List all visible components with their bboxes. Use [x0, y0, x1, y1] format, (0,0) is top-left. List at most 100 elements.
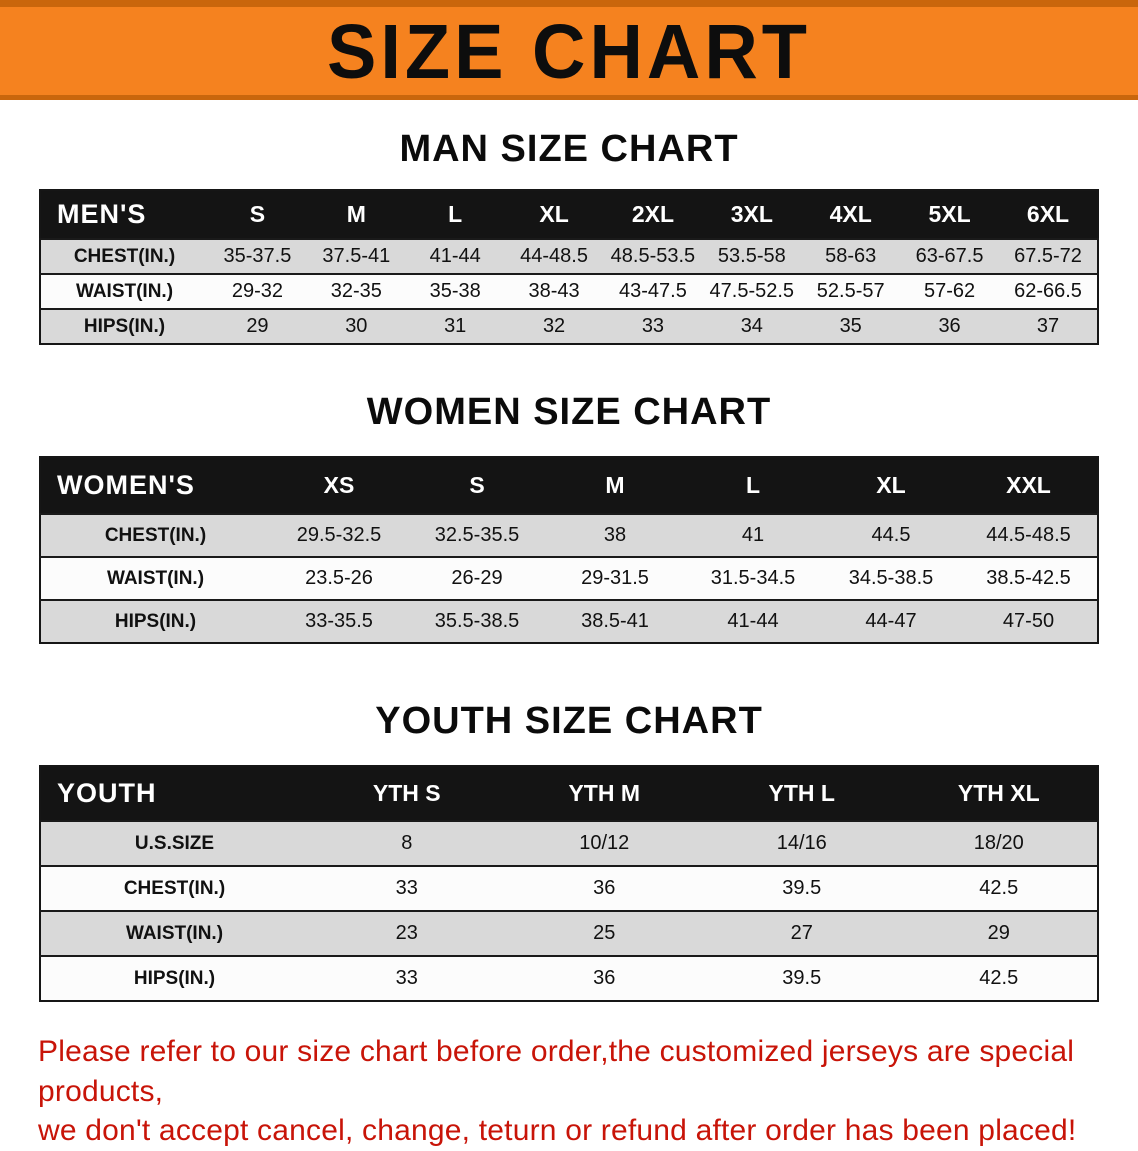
value-cell: 62-66.5 — [999, 273, 1098, 309]
size-header-cell: YTH L — [703, 766, 901, 821]
value-cell: 39.5 — [703, 865, 901, 911]
table-row: CHEST(IN.) 33 36 39.5 42.5 — [40, 865, 1098, 911]
value-cell: 38 — [546, 513, 684, 557]
value-cell: 33 — [308, 955, 506, 1001]
row-label-cell: WAIST(IN.) — [40, 910, 308, 956]
value-cell: 44-48.5 — [504, 238, 604, 274]
value-cell: 58-63 — [801, 238, 901, 274]
footer-note: Please refer to our size chart before or… — [38, 1032, 1118, 1151]
value-cell: 36 — [900, 308, 999, 344]
value-cell: 67.5-72 — [999, 238, 1098, 274]
row-label-cell: CHEST(IN.) — [40, 865, 308, 911]
size-header-cell: XS — [270, 457, 408, 514]
value-cell: 37.5-41 — [306, 238, 406, 274]
value-cell: 35-38 — [405, 273, 505, 309]
value-cell: 26-29 — [408, 556, 546, 600]
value-cell: 42.5 — [900, 955, 1098, 1001]
value-cell: 33 — [308, 865, 506, 911]
value-cell: 52.5-57 — [801, 273, 901, 309]
value-cell: 41-44 — [684, 599, 822, 643]
women-section-heading: WOMEN SIZE CHART — [366, 391, 772, 433]
table-title-cell: WOMEN'S — [40, 457, 270, 514]
row-label-cell: CHEST(IN.) — [40, 513, 270, 557]
value-cell: 18/20 — [900, 820, 1098, 866]
value-cell: 29-31.5 — [546, 556, 684, 600]
size-header-cell: 6XL — [999, 190, 1098, 239]
table-row: HIPS(IN.) 29 30 31 32 33 34 35 36 37 — [40, 308, 1098, 344]
size-header-cell: S — [408, 457, 546, 514]
value-cell: 27 — [703, 910, 901, 956]
row-label-cell: HIPS(IN.) — [40, 955, 308, 1001]
value-cell: 63-67.5 — [900, 238, 999, 274]
row-label-cell: CHEST(IN.) — [40, 238, 208, 274]
value-cell: 31 — [405, 308, 505, 344]
value-cell: 41 — [684, 513, 822, 557]
row-label-cell: WAIST(IN.) — [40, 556, 270, 600]
value-cell: 31.5-34.5 — [684, 556, 822, 600]
value-cell: 32.5-35.5 — [408, 513, 546, 557]
value-cell: 57-62 — [900, 273, 999, 309]
footer-note-line2: we don't accept cancel, change, teturn o… — [38, 1114, 1077, 1148]
value-cell: 34.5-38.5 — [822, 556, 960, 600]
value-cell: 29 — [208, 308, 307, 344]
table-row: WAIST(IN.) 29-32 32-35 35-38 38-43 43-47.5 47.… — [40, 273, 1098, 309]
table-header-row: YOUTH YTH S YTH M YTH L YTH XL — [40, 766, 1098, 821]
row-label-cell: U.S.SIZE — [40, 820, 308, 866]
size-header-cell: S — [208, 190, 307, 239]
men-size-table: MEN'S S M L XL 2XL 3XL 4XL 5XL 6XL CHEST(IN.) 35-37… — [39, 189, 1099, 345]
table-header-row: MEN'S S M L XL 2XL 3XL 4XL 5XL 6XL — [40, 190, 1098, 239]
banner-title: SIZE CHART — [327, 7, 811, 95]
youth-size-table: YOUTH YTH S YTH M YTH L YTH XL U.S.SIZE 8 10/12… — [39, 765, 1099, 1002]
size-header-cell: XL — [504, 190, 604, 239]
size-header-cell: L — [684, 457, 822, 514]
men-section-heading: MAN SIZE CHART — [399, 128, 739, 170]
table-row: WAIST(IN.) 23.5-26 26-29 29-31.5 31.5-34.5 34… — [40, 556, 1098, 600]
value-cell: 48.5-53.5 — [603, 238, 703, 274]
table-row: HIPS(IN.) 33-35.5 35.5-38.5 38.5-41 41-44 44-… — [40, 599, 1098, 643]
value-cell: 44.5 — [822, 513, 960, 557]
size-header-cell: YTH XL — [900, 766, 1098, 821]
value-cell: 37 — [999, 308, 1098, 344]
value-cell: 44.5-48.5 — [960, 513, 1098, 557]
value-cell: 29-32 — [208, 273, 307, 309]
size-header-cell: YTH M — [505, 766, 703, 821]
table-row: WAIST(IN.) 23 25 27 29 — [40, 910, 1098, 956]
size-header-cell: L — [405, 190, 505, 239]
value-cell: 30 — [306, 308, 406, 344]
size-header-cell: YTH S — [308, 766, 506, 821]
size-header-cell: 2XL — [603, 190, 703, 239]
size-header-cell: 4XL — [801, 190, 901, 239]
value-cell: 53.5-58 — [702, 238, 802, 274]
size-header-cell: M — [546, 457, 684, 514]
youth-section-heading: YOUTH SIZE CHART — [375, 700, 763, 742]
value-cell: 23.5-26 — [270, 556, 408, 600]
size-header-cell: 5XL — [900, 190, 999, 239]
value-cell: 33-35.5 — [270, 599, 408, 643]
value-cell: 35-37.5 — [208, 238, 307, 274]
value-cell: 44-47 — [822, 599, 960, 643]
value-cell: 29 — [900, 910, 1098, 956]
size-header-cell: XXL — [960, 457, 1098, 514]
size-header-cell: M — [306, 190, 406, 239]
value-cell: 32-35 — [306, 273, 406, 309]
value-cell: 23 — [308, 910, 506, 956]
value-cell: 29.5-32.5 — [270, 513, 408, 557]
table-row: CHEST(IN.) 35-37.5 37.5-41 41-44 44-48.5 48.5… — [40, 238, 1098, 274]
value-cell: 36 — [505, 865, 703, 911]
value-cell: 47-50 — [960, 599, 1098, 643]
value-cell: 36 — [505, 955, 703, 1001]
value-cell: 38-43 — [504, 273, 604, 309]
table-row: CHEST(IN.) 29.5-32.5 32.5-35.5 38 41 44.5 44.5… — [40, 513, 1098, 557]
value-cell: 35.5-38.5 — [408, 599, 546, 643]
table-header-row: WOMEN'S XS S M L XL XXL — [40, 457, 1098, 514]
size-header-cell: 3XL — [702, 190, 802, 239]
banner: SIZE CHART — [0, 0, 1138, 100]
table-title-cell: YOUTH — [40, 766, 308, 821]
size-header-cell: XL — [822, 457, 960, 514]
value-cell: 8 — [308, 820, 506, 866]
value-cell: 25 — [505, 910, 703, 956]
women-size-table: WOMEN'S XS S M L XL XXL CHEST(IN.) 29.5-32.5 32.5… — [39, 456, 1099, 644]
table-title-cell: MEN'S — [40, 190, 208, 239]
table-row: U.S.SIZE 8 10/12 14/16 18/20 — [40, 820, 1098, 866]
value-cell: 43-47.5 — [603, 273, 703, 309]
